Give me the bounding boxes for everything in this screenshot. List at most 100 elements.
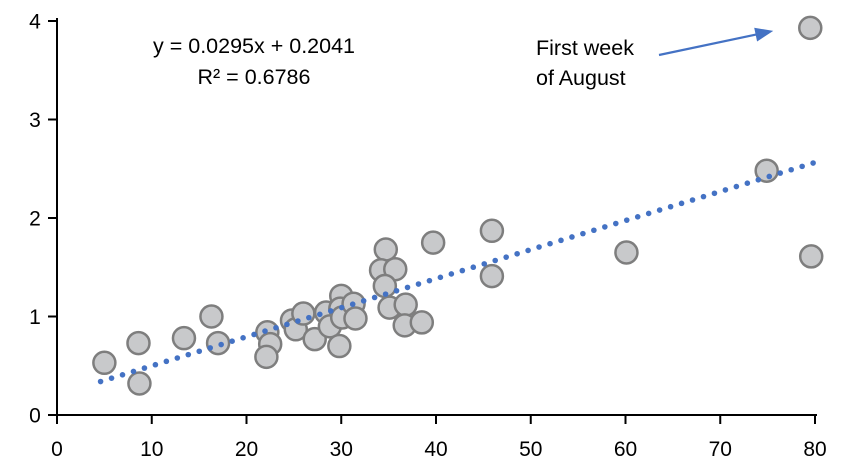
trendline-dot — [327, 308, 334, 314]
trendline-dot — [371, 294, 378, 301]
arrow-shaft — [658, 32, 760, 57]
trendline-dot — [141, 365, 148, 371]
trendline-dot — [240, 335, 246, 341]
trendline-dot — [722, 187, 729, 193]
trendline-dot — [733, 183, 740, 190]
x-tick-label: 20 — [235, 438, 258, 461]
trendline-dot — [766, 173, 773, 180]
arrow-head — [754, 27, 774, 42]
trendline-dot — [295, 318, 301, 324]
y-tick-label: 1 — [29, 306, 41, 329]
data-point — [327, 333, 352, 359]
y-tick-label: 4 — [29, 11, 41, 34]
r-squared-text: R² = 0.6786 — [197, 65, 311, 89]
trendline-dot — [349, 301, 356, 308]
trendline-dot — [284, 321, 290, 328]
trendline-dot — [470, 264, 477, 271]
equation-text: y = 0.0295x + 0.2041 — [152, 34, 356, 58]
y-tick-label: 0 — [29, 405, 41, 428]
trendline-dot — [634, 214, 641, 220]
trendline-dot — [711, 190, 718, 197]
trendline-equation: y = 0.0295x + 0.2041 R² = 0.6786 — [128, 31, 380, 93]
trendline-dot — [602, 224, 608, 230]
trendline-dot — [437, 274, 444, 281]
trendline-dot — [360, 298, 367, 304]
trendline-dot — [393, 287, 400, 294]
trendline-dot — [251, 331, 257, 338]
data-point — [479, 218, 505, 244]
x-tick-label: 40 — [424, 438, 447, 461]
trendline-dot — [108, 375, 115, 381]
data-point — [409, 310, 435, 335]
annotation-line-1: First week — [536, 36, 634, 60]
data-point — [254, 344, 279, 370]
y-tick-label: 3 — [29, 109, 41, 132]
trendline-dot — [426, 277, 433, 284]
trendline-dot — [678, 200, 685, 207]
trendline-dot — [404, 284, 411, 291]
trendline-dot — [810, 160, 816, 166]
trendline-dot — [119, 372, 126, 378]
data-point — [126, 330, 151, 356]
trendline-dot — [788, 166, 794, 173]
y-tick-label: 2 — [29, 208, 41, 231]
trendline-dot — [689, 197, 696, 203]
trendline-dot — [448, 271, 455, 277]
trendline-dot — [558, 237, 564, 244]
x-tick-label: 80 — [803, 438, 826, 461]
data-point — [614, 240, 639, 265]
data-point — [343, 306, 368, 331]
data-point — [205, 330, 231, 356]
data-point — [92, 350, 117, 376]
trendline-dot — [382, 291, 389, 297]
data-point — [754, 158, 779, 183]
trendline-dot — [744, 180, 751, 186]
trendline-dot — [163, 358, 170, 365]
trendline-dot — [481, 261, 488, 267]
data-point — [393, 292, 418, 317]
trendline-dot — [547, 240, 553, 247]
trendline-dot — [207, 345, 214, 351]
trendline-dot — [503, 254, 509, 260]
trendline-dot — [130, 368, 137, 375]
x-tick-label: 30 — [330, 438, 353, 461]
trendline-dot — [536, 244, 542, 250]
annotation-first-week-of-august: First week of August — [536, 33, 634, 93]
data-point — [798, 15, 823, 41]
trendline-dot — [777, 170, 784, 176]
data-point — [127, 371, 152, 396]
x-tick-label: 50 — [519, 438, 542, 461]
data-point — [199, 304, 224, 329]
trendline-dot — [569, 234, 575, 240]
data-point — [420, 230, 446, 255]
data-point — [798, 244, 824, 269]
trendline-dot — [262, 328, 268, 334]
trendline-dot — [799, 163, 805, 170]
trendline-dot — [185, 351, 192, 358]
x-tick-label: 0 — [51, 438, 63, 461]
x-tick-label: 10 — [140, 438, 163, 461]
trendline-dot — [415, 281, 422, 287]
trendline-dot — [174, 355, 181, 361]
trendline-dot — [755, 177, 762, 183]
trendline-dot — [218, 341, 224, 348]
axes: 0 10 20 30 40 50 60 70 80 0 1 2 3 4 — [29, 11, 827, 462]
trendline-dot — [525, 247, 531, 254]
trendline-dots — [97, 160, 816, 385]
trendline-dot — [645, 210, 652, 217]
trendline-dot — [273, 324, 279, 331]
trendline-dot — [580, 230, 586, 237]
annotation-arrow — [658, 27, 774, 57]
trendline-dot — [229, 338, 235, 344]
x-tick-label: 60 — [614, 438, 637, 461]
trendline-dot — [306, 314, 312, 321]
trendline-dot — [97, 378, 104, 385]
trendline-dot — [514, 250, 520, 257]
trendline-dot — [338, 304, 345, 311]
trendline-dot — [196, 348, 203, 355]
trendline-dot — [317, 311, 323, 318]
trendline-dot — [700, 193, 707, 200]
trendline-dot — [667, 203, 674, 210]
trendline-dot — [152, 361, 159, 368]
